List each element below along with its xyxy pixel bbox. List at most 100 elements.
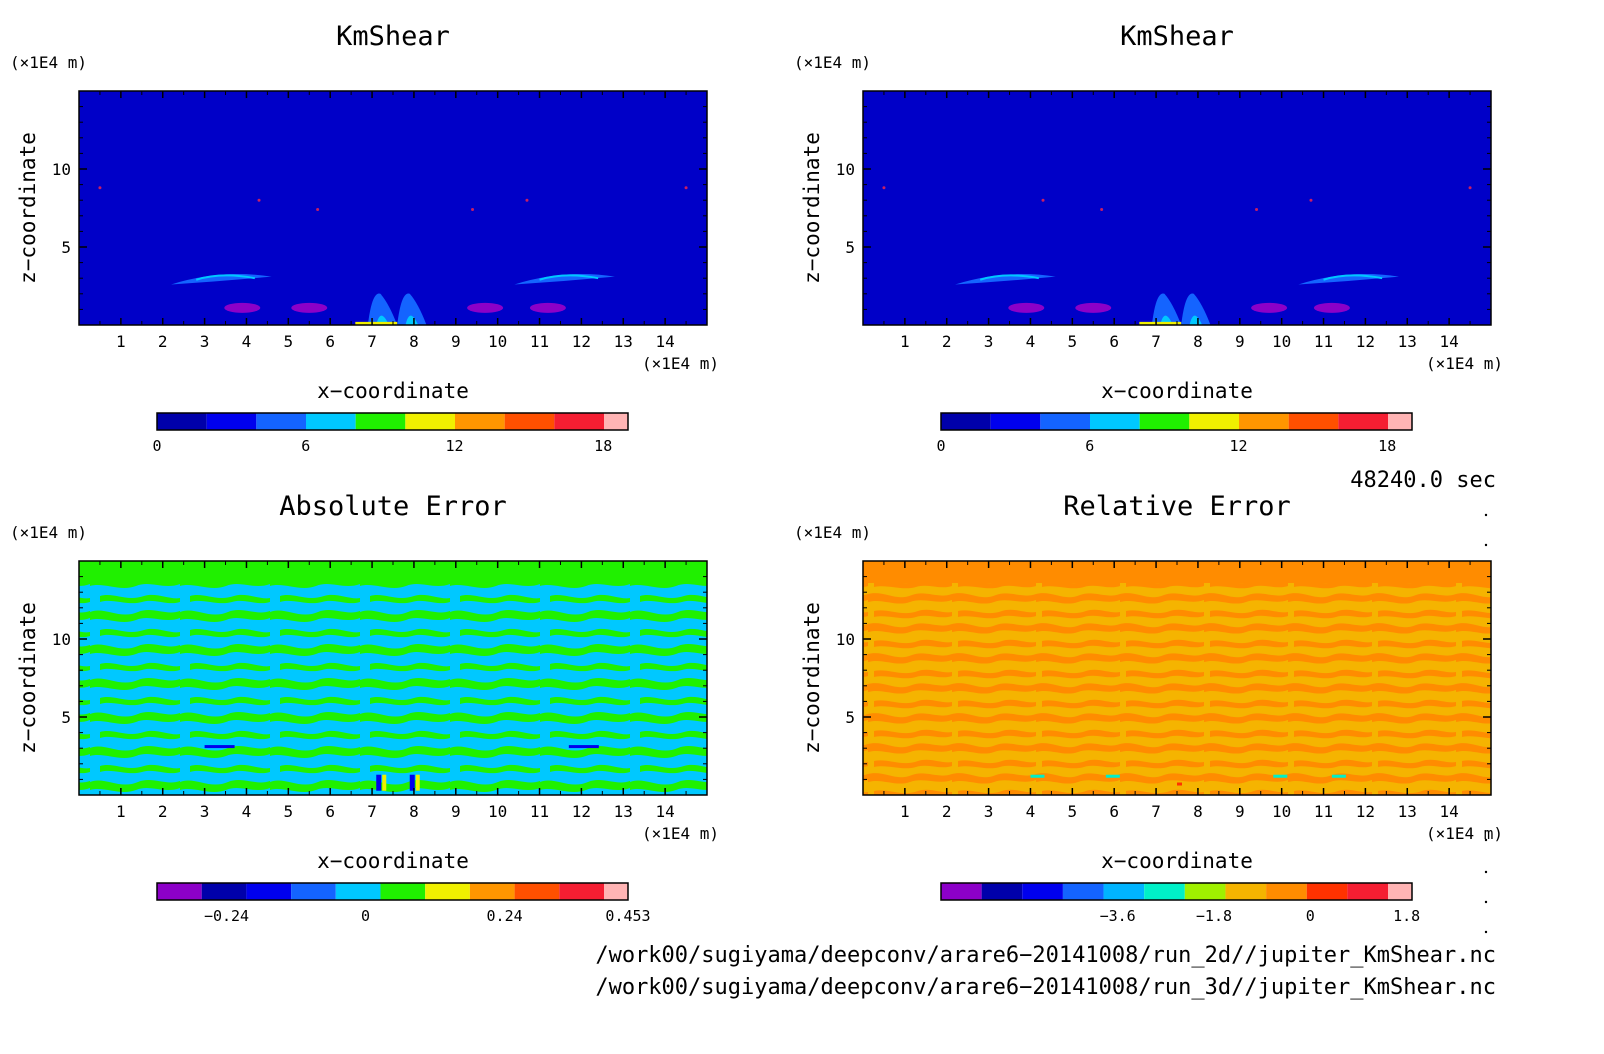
contour-field (863, 561, 1491, 795)
colorbar-tick-label: 0 (361, 907, 370, 925)
x-tick-label: 9 (1235, 332, 1245, 351)
y-tick-label: 10 (52, 160, 71, 179)
x-tick-label: 10 (488, 802, 507, 821)
x-axis-label: x−coordinate (317, 849, 469, 873)
colorbar-segment (157, 413, 207, 430)
error-spike (376, 774, 382, 791)
y-tick-label: 5 (61, 238, 71, 257)
colorbar-tick-label: 1.8 (1393, 907, 1420, 925)
low-blob (467, 302, 504, 313)
x-tick-label: 4 (242, 802, 252, 821)
x-tick-label: 11 (1314, 802, 1333, 821)
colorbar-segment (1347, 883, 1388, 900)
x-tick-label: 2 (942, 802, 952, 821)
colorbar-segment (1189, 413, 1239, 430)
low-blob (291, 302, 328, 313)
colorbar-segment (1306, 883, 1348, 900)
colorbar-tick-label: −1.8 (1196, 907, 1232, 925)
colorbar-segment (1090, 413, 1140, 430)
low-blob (1075, 302, 1112, 313)
plume (1151, 293, 1182, 325)
colorbar-segment (554, 413, 604, 430)
panel-title: Absolute Error (279, 491, 507, 522)
colorbar-segment (306, 413, 356, 430)
x-tick-label: 13 (614, 332, 633, 351)
x-tick-label: 14 (1440, 332, 1459, 351)
low-blob (1313, 302, 1350, 313)
colorbar-segment (246, 883, 292, 900)
y-tick-label: 5 (61, 708, 71, 727)
colorbar-tick-label: 18 (1378, 437, 1396, 455)
x-tick-label: 3 (200, 332, 210, 351)
colorbar-tick-label: 0.453 (605, 907, 650, 925)
colorbar-segment (355, 413, 406, 430)
colorbar-segment (559, 883, 604, 900)
y-tick-label: 5 (845, 238, 855, 257)
x-tick-label: 9 (451, 802, 461, 821)
x-tick-label: 12 (572, 802, 591, 821)
x-tick-label: 5 (284, 802, 294, 821)
x-tick-label: 5 (1068, 332, 1078, 351)
x-tick-label: 4 (242, 332, 252, 351)
colorbar-tick-label: −3.6 (1100, 907, 1136, 925)
low-blob (1008, 302, 1045, 313)
colorbar-tick-label: 12 (1229, 437, 1247, 455)
colorbar-tick-label: −0.24 (204, 907, 249, 925)
marker-dot (1484, 513, 1488, 517)
y-axis-label: z−coordinate (800, 132, 824, 284)
x-tick-label: 5 (1068, 802, 1078, 821)
x-tick-label: 9 (451, 332, 461, 351)
x-tick-label: 4 (1026, 332, 1036, 351)
colorbar-tick-label: 12 (445, 437, 463, 455)
x-tick-label: 1 (900, 802, 910, 821)
x-tick-label: 6 (325, 802, 335, 821)
low-blob (224, 302, 261, 313)
colorbar-segment (291, 883, 336, 900)
x-tick-label: 6 (1109, 332, 1119, 351)
error-spike (1030, 774, 1045, 778)
colorbar-segment (990, 413, 1041, 430)
x-tick-label: 10 (1272, 332, 1291, 351)
colorbar-tick-label: 0 (152, 437, 161, 455)
x-tick-label: 2 (158, 802, 168, 821)
colorbar-segment (941, 413, 991, 430)
y-unit-label: (×1E4 m) (10, 53, 87, 72)
x-tick-label: 7 (367, 332, 377, 351)
colorbar-segment (206, 413, 257, 430)
x-tick-label: 11 (530, 332, 549, 351)
marker-dot (1484, 543, 1488, 547)
x-tick-label: 11 (1314, 332, 1333, 351)
colorbar-segment (425, 883, 470, 900)
y-axis-label: z−coordinate (16, 132, 40, 284)
x-tick-label: 7 (367, 802, 377, 821)
colorbar-segment (1139, 413, 1190, 430)
colorbar: −3.6 −1.8 0 1.8 (940, 882, 1420, 925)
x-tick-label: 8 (409, 332, 419, 351)
x-tick-label: 10 (1272, 802, 1291, 821)
x-axis-label: x−coordinate (1101, 379, 1253, 403)
colorbar-segment (1388, 413, 1412, 430)
contour-field (863, 91, 1491, 325)
colorbar-segment (1184, 883, 1226, 900)
contour-field (79, 561, 707, 795)
colorbar-segment (604, 413, 628, 430)
x-tick-label: 3 (984, 802, 994, 821)
marker-dot (1484, 900, 1488, 904)
colorbar: −0.24 0 0.24 0.453 (156, 882, 651, 925)
colorbar-segment (504, 413, 555, 430)
low-blob (529, 302, 566, 313)
marker-dot (1484, 870, 1488, 874)
x-tick-label: 8 (409, 802, 419, 821)
colorbar-segment (1239, 413, 1289, 430)
x-tick-label: 3 (200, 802, 210, 821)
x-axis-label: x−coordinate (317, 379, 469, 403)
error-spike (1105, 774, 1120, 778)
colorbar-segment (941, 883, 982, 900)
panel-1: KmShear(×1E4 m)1 2 3 4 5 6 7 8 9 10 11 12 13 14510(×1… (10, 21, 719, 455)
x-tick-label: 6 (1109, 802, 1119, 821)
y-unit-label: (×1E4 m) (10, 523, 87, 542)
plume (367, 293, 398, 325)
y-tick-label: 10 (836, 160, 855, 179)
x-tick-label: 13 (1398, 802, 1417, 821)
